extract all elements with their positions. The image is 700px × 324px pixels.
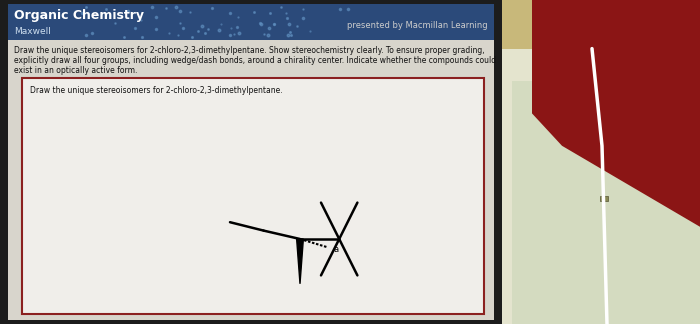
- Bar: [512, 81, 700, 324]
- Bar: [0, 0, 502, 324]
- Text: Maxwell: Maxwell: [14, 27, 51, 36]
- Bar: [8, 4, 494, 320]
- Bar: [8, 4, 494, 40]
- Text: a: a: [334, 245, 339, 254]
- Bar: [22, 78, 484, 314]
- Bar: [502, 49, 700, 324]
- Text: Organic Chemistry: Organic Chemistry: [14, 9, 144, 22]
- Polygon shape: [297, 239, 303, 284]
- Text: explicitly draw all four groups, including wedge/dash bonds, around a chirality : explicitly draw all four groups, includi…: [14, 56, 496, 65]
- Text: Draw the unique stereoisomers for 2-chloro-2,3-dimethylpentane. Show stereochemi: Draw the unique stereoisomers for 2-chlo…: [14, 46, 484, 55]
- Text: presented by Macmillan Learning: presented by Macmillan Learning: [347, 21, 488, 30]
- Bar: [600, 196, 608, 201]
- Polygon shape: [532, 0, 700, 227]
- Text: exist in an optically active form.: exist in an optically active form.: [14, 66, 137, 75]
- Bar: [502, 0, 700, 324]
- Text: Draw the unique stereoisomers for 2-chloro-2,3-dimethylpentane.: Draw the unique stereoisomers for 2-chlo…: [30, 86, 283, 95]
